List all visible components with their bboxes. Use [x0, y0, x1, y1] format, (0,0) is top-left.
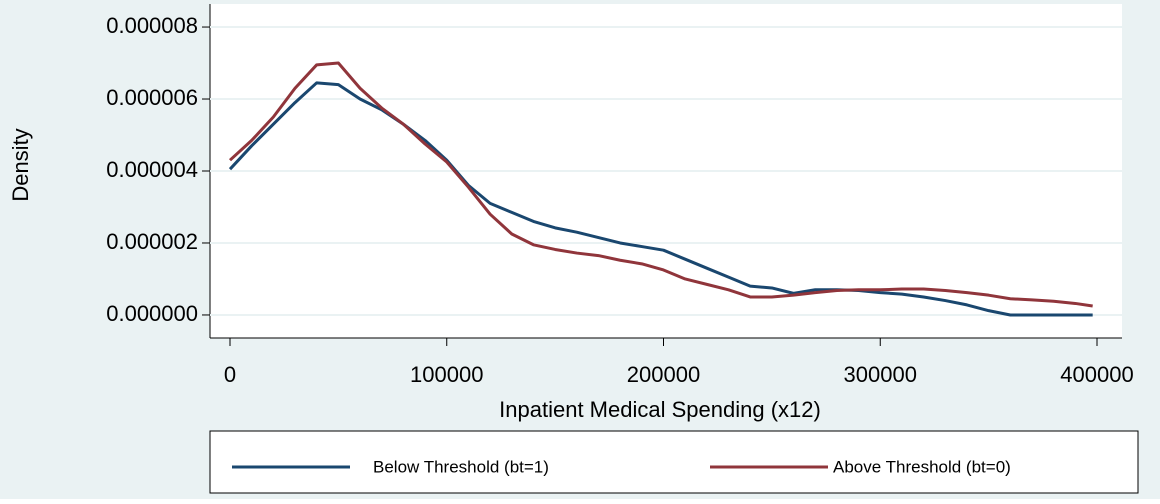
- x-tick-label: 300000: [844, 362, 917, 387]
- y-tick-label: 0.000002: [106, 229, 198, 254]
- x-tick-label: 0: [224, 362, 236, 387]
- legend-label: Below Threshold (bt=1): [373, 457, 549, 476]
- y-axis-title: Density: [8, 128, 33, 201]
- legend-label: Above Threshold (bt=0): [833, 457, 1011, 476]
- x-tick-label: 400000: [1060, 362, 1133, 387]
- series-line: [228, 61, 1093, 308]
- y-tick-label: 0.000006: [106, 85, 198, 110]
- legend-box: [209, 430, 1139, 494]
- series-line: [228, 81, 1093, 317]
- x-axis-title: Inpatient Medical Spending (x12): [499, 397, 821, 422]
- y-tick-label: 0.000004: [106, 157, 198, 182]
- y-tick-label: 0.000000: [106, 301, 198, 326]
- x-tick-label: 200000: [627, 362, 700, 387]
- x-tick-label: 100000: [410, 362, 483, 387]
- y-tick-label: 0.000008: [106, 13, 198, 38]
